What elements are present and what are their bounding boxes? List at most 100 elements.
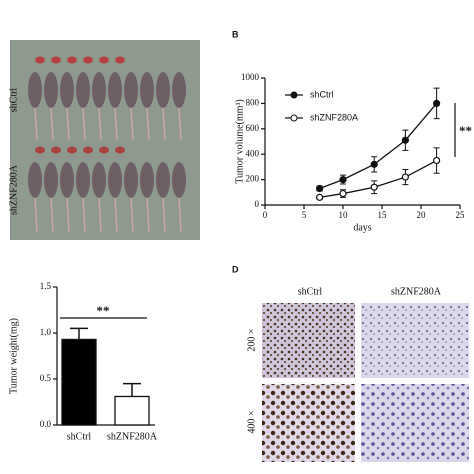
tail — [50, 197, 54, 233]
tail — [146, 197, 150, 233]
group-label: shZNF280A — [8, 164, 19, 215]
mouse — [156, 72, 170, 108]
point — [433, 99, 441, 108]
point — [433, 156, 441, 165]
mouse — [140, 72, 154, 108]
x-tick-label: shZNF280A — [107, 431, 158, 442]
tumor — [99, 56, 109, 64]
tumor — [115, 146, 125, 154]
error-bar — [123, 382, 141, 397]
tail — [178, 197, 182, 233]
legend-label: shCtrl — [310, 89, 334, 99]
tumor — [115, 56, 125, 64]
y-tick-label: 1.5 — [40, 281, 52, 291]
tumor — [83, 56, 93, 64]
stain-image — [361, 303, 469, 378]
tumor — [83, 146, 93, 154]
tumor — [67, 56, 77, 64]
x-tick-label: 15 — [378, 210, 388, 220]
tail — [98, 107, 102, 141]
tail — [34, 107, 38, 141]
mice — [28, 56, 186, 233]
tail — [82, 197, 86, 233]
tumor — [51, 56, 61, 64]
mouse — [156, 162, 170, 198]
tail — [130, 197, 134, 233]
bar — [114, 395, 150, 426]
error-bar — [70, 327, 88, 340]
mouse — [172, 162, 186, 198]
x-tick-label: shCtrl — [67, 431, 92, 442]
mouse — [76, 162, 90, 198]
y-tick-label: 200 — [246, 174, 260, 184]
y-axis-label: Tumor volume(mm³) — [234, 99, 245, 184]
x-tick-label: 20 — [417, 210, 427, 220]
point — [370, 160, 378, 168]
series-line — [319, 159, 437, 199]
stain-image — [262, 303, 355, 378]
legend-marker — [290, 91, 298, 99]
mouse — [60, 72, 74, 108]
x-tick-label: 10 — [339, 210, 349, 220]
stain-image — [262, 384, 355, 462]
mouse — [108, 162, 122, 198]
mouse — [92, 162, 106, 198]
panel-label: B — [232, 29, 239, 39]
column-label: shCtrl — [298, 286, 323, 297]
mouse — [60, 162, 74, 198]
point — [339, 176, 347, 184]
tail — [82, 107, 86, 141]
point — [370, 183, 378, 191]
mouse — [140, 162, 154, 198]
mice-photo — [10, 40, 200, 240]
tail — [66, 197, 70, 233]
mouse — [108, 72, 122, 108]
panel-label: D — [232, 264, 239, 274]
tail — [162, 107, 166, 141]
mouse — [124, 72, 138, 108]
tumor — [51, 146, 61, 154]
mouse — [124, 162, 138, 198]
y-tick-label: 0 — [255, 199, 260, 209]
mouse — [44, 72, 58, 108]
x-tick-label: 0 — [263, 210, 268, 220]
y-tick-label: 0.0 — [40, 419, 52, 429]
mouse — [76, 72, 90, 108]
y-tick-label: 800 — [246, 97, 260, 107]
tumor — [67, 146, 77, 154]
point — [316, 184, 324, 193]
tail — [34, 197, 38, 233]
x-tick-label: 25 — [456, 210, 466, 220]
legend-label: shZNF280A — [310, 112, 358, 122]
tail — [162, 197, 166, 233]
mouse — [28, 162, 42, 198]
y-axis-label: Tumor weight(mg) — [8, 318, 19, 394]
stain-image — [361, 384, 469, 462]
tail — [114, 197, 118, 233]
y-tick-label: 1.0 — [40, 327, 52, 337]
y-tick-label: 0.5 — [40, 373, 52, 383]
mouse — [44, 162, 58, 198]
y-tick-label: 400 — [246, 148, 260, 158]
point — [401, 136, 409, 144]
tail — [130, 107, 134, 141]
annotation: ** — [97, 303, 110, 318]
legend-marker — [290, 114, 298, 122]
tumor — [35, 146, 45, 154]
tail — [50, 107, 54, 141]
tumor — [35, 56, 45, 64]
x-tick-label: 5 — [302, 210, 307, 220]
tumor — [99, 146, 109, 154]
y-tick-label: 1000 — [241, 72, 260, 82]
mouse — [28, 72, 42, 108]
bar — [61, 338, 97, 426]
tail — [98, 197, 102, 233]
group-label: shCtrl — [8, 88, 19, 113]
mouse — [172, 72, 186, 108]
point — [316, 193, 324, 201]
y-tick-label: 600 — [246, 123, 260, 133]
point — [401, 173, 409, 181]
annotation: ** — [459, 123, 472, 138]
tail — [66, 107, 70, 141]
